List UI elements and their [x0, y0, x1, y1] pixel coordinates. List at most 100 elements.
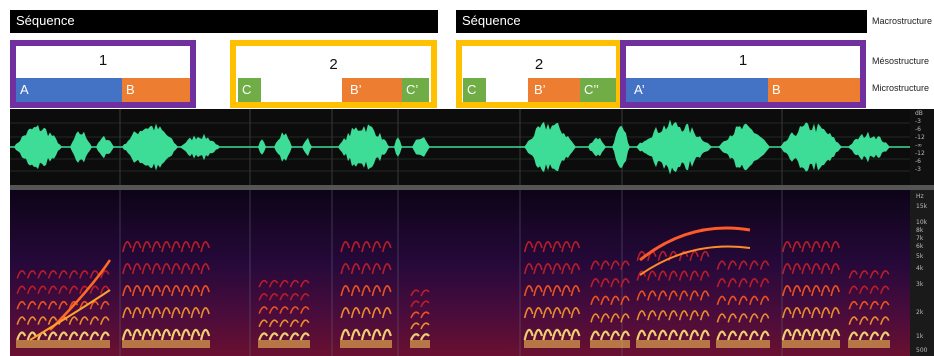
spectrogram-harmonic	[610, 278, 620, 288]
spectrogram-harmonic	[532, 328, 544, 341]
spectrogram-harmonic	[801, 285, 811, 297]
spectrogram-harmonic	[26, 270, 37, 279]
spectrogram-harmonic	[830, 307, 840, 319]
spectrogram-harmonic	[801, 263, 811, 275]
spectrogram-harmonic	[26, 300, 37, 310]
spectrogram-harmonic	[759, 313, 770, 323]
spectrogram-harmonic	[68, 300, 79, 310]
spectrogram-harmonic	[141, 307, 152, 319]
spectrogram-harmonic	[170, 263, 181, 275]
spectrogram-harmonic	[131, 285, 142, 297]
spectrogram-harmonic	[738, 313, 748, 323]
spectrogram-harmonic	[78, 331, 89, 341]
spectrogram-harmonic	[727, 313, 737, 323]
spectrogram-harmonic	[79, 316, 89, 325]
sequence-label-1: Séquence	[16, 13, 75, 28]
spectrogram-harmonic	[749, 278, 759, 288]
spectrogram-harmonic	[542, 328, 553, 341]
spectrogram-fundamental	[782, 340, 840, 348]
spectrogram-harmonic	[16, 270, 26, 279]
spectrogram-harmonic	[668, 310, 678, 321]
segment-a: A	[16, 78, 122, 102]
spectrogram-harmonic	[869, 331, 880, 341]
spectrogram-harmonic	[151, 307, 161, 319]
spectrogram-harmonic	[279, 319, 289, 328]
spectrogram-fundamental	[636, 340, 710, 348]
spectrogram-harmonic	[58, 270, 68, 279]
spectrogram-scale-tick: 5k	[916, 253, 924, 260]
spectrogram-harmonic	[151, 285, 161, 297]
spectrogram-harmonic	[820, 285, 831, 297]
spectrogram-harmonic	[820, 328, 831, 341]
spectrogram-harmonic	[830, 263, 840, 275]
waveform-svg: dB-3-6-12-∞-12-6-3	[10, 109, 934, 185]
spectrogram-harmonic	[382, 285, 392, 297]
spectrogram-harmonic	[590, 313, 600, 323]
waveform-scale-bg	[910, 109, 934, 185]
spectrogram-harmonic	[782, 285, 792, 297]
waveform-scale-tick: -3	[915, 166, 921, 173]
spectrogram-harmonic	[410, 289, 420, 297]
spectrogram-harmonic	[858, 300, 869, 310]
spectrogram-harmonic	[16, 285, 26, 295]
sequence-label-2: Séquence	[462, 13, 521, 28]
spectrogram-harmonic	[869, 285, 879, 295]
spectrogram-harmonic	[858, 285, 869, 295]
spectrogram-harmonic	[141, 328, 152, 341]
spectrogram-fundamental	[340, 340, 392, 348]
spectrogram-harmonic	[141, 241, 152, 253]
spectrogram-harmonic	[16, 331, 27, 341]
spectrogram-harmonic	[523, 263, 534, 275]
spectrogram-harmonic	[190, 263, 201, 275]
spectrogram-harmonic	[647, 290, 657, 301]
spectrogram-harmonic	[89, 316, 100, 325]
spectrogram-harmonic	[160, 328, 172, 341]
spectrogram-harmonic	[200, 307, 210, 319]
spectrogram-harmonic	[410, 311, 420, 319]
spectrogram-harmonic	[620, 313, 630, 323]
spectrogram-harmonic	[636, 329, 647, 341]
sequence-bar-1: Séquence	[10, 10, 438, 33]
spectrogram-harmonic	[57, 331, 68, 341]
spectrogram-harmonic	[47, 285, 58, 295]
waveform-burst	[96, 135, 114, 159]
waveform-burst	[302, 137, 312, 157]
spectrogram-harmonic	[570, 328, 581, 341]
spectrogram-harmonic	[791, 263, 802, 275]
spectrogram-harmonic	[759, 330, 770, 341]
spectrogram-harmonic	[749, 260, 759, 270]
spectrogram-harmonic	[350, 328, 361, 341]
spectrogram-harmonic	[811, 307, 821, 319]
spectrogram-harmonic	[523, 328, 534, 341]
spectrogram-harmonic	[657, 250, 668, 261]
spectrogram-harmonic	[551, 328, 562, 341]
spectrogram-harmonic	[340, 285, 350, 297]
spectrogram-harmonic	[647, 270, 657, 281]
spectrogram-harmonic	[791, 285, 802, 297]
spectrogram-harmonic	[551, 241, 562, 253]
spectrogram-harmonic	[100, 316, 110, 325]
spectrogram-harmonic	[151, 328, 162, 341]
spectrogram-harmonic	[200, 285, 210, 297]
group-1-left: 1 A B	[10, 40, 196, 108]
spectrogram-harmonic	[26, 331, 37, 341]
spectrogram-harmonic	[16, 316, 26, 325]
spectrogram-scale-tick: 7k	[916, 235, 924, 242]
spectrogram-harmonic	[300, 306, 310, 314]
waveform-burst	[636, 119, 712, 175]
spectrogram-harmonic	[678, 290, 689, 301]
spectrogram-harmonic	[600, 278, 610, 288]
spectrogram-harmonic	[89, 270, 100, 279]
panel-divider	[10, 185, 934, 190]
spectrogram-harmonic	[689, 270, 699, 281]
spectrogram-harmonic	[699, 329, 710, 341]
spectrogram-harmonic	[47, 316, 58, 325]
spectrogram-harmonic	[16, 300, 26, 310]
waveform-scale-tick: -12	[915, 150, 925, 157]
spectrogram-harmonic	[361, 307, 371, 319]
spectrogram-harmonic	[420, 300, 430, 308]
spectrogram-harmonic	[848, 316, 858, 325]
spectrogram-harmonic	[561, 307, 571, 319]
spectrogram-harmonic	[869, 270, 879, 279]
spectrogram-harmonic	[590, 260, 600, 270]
